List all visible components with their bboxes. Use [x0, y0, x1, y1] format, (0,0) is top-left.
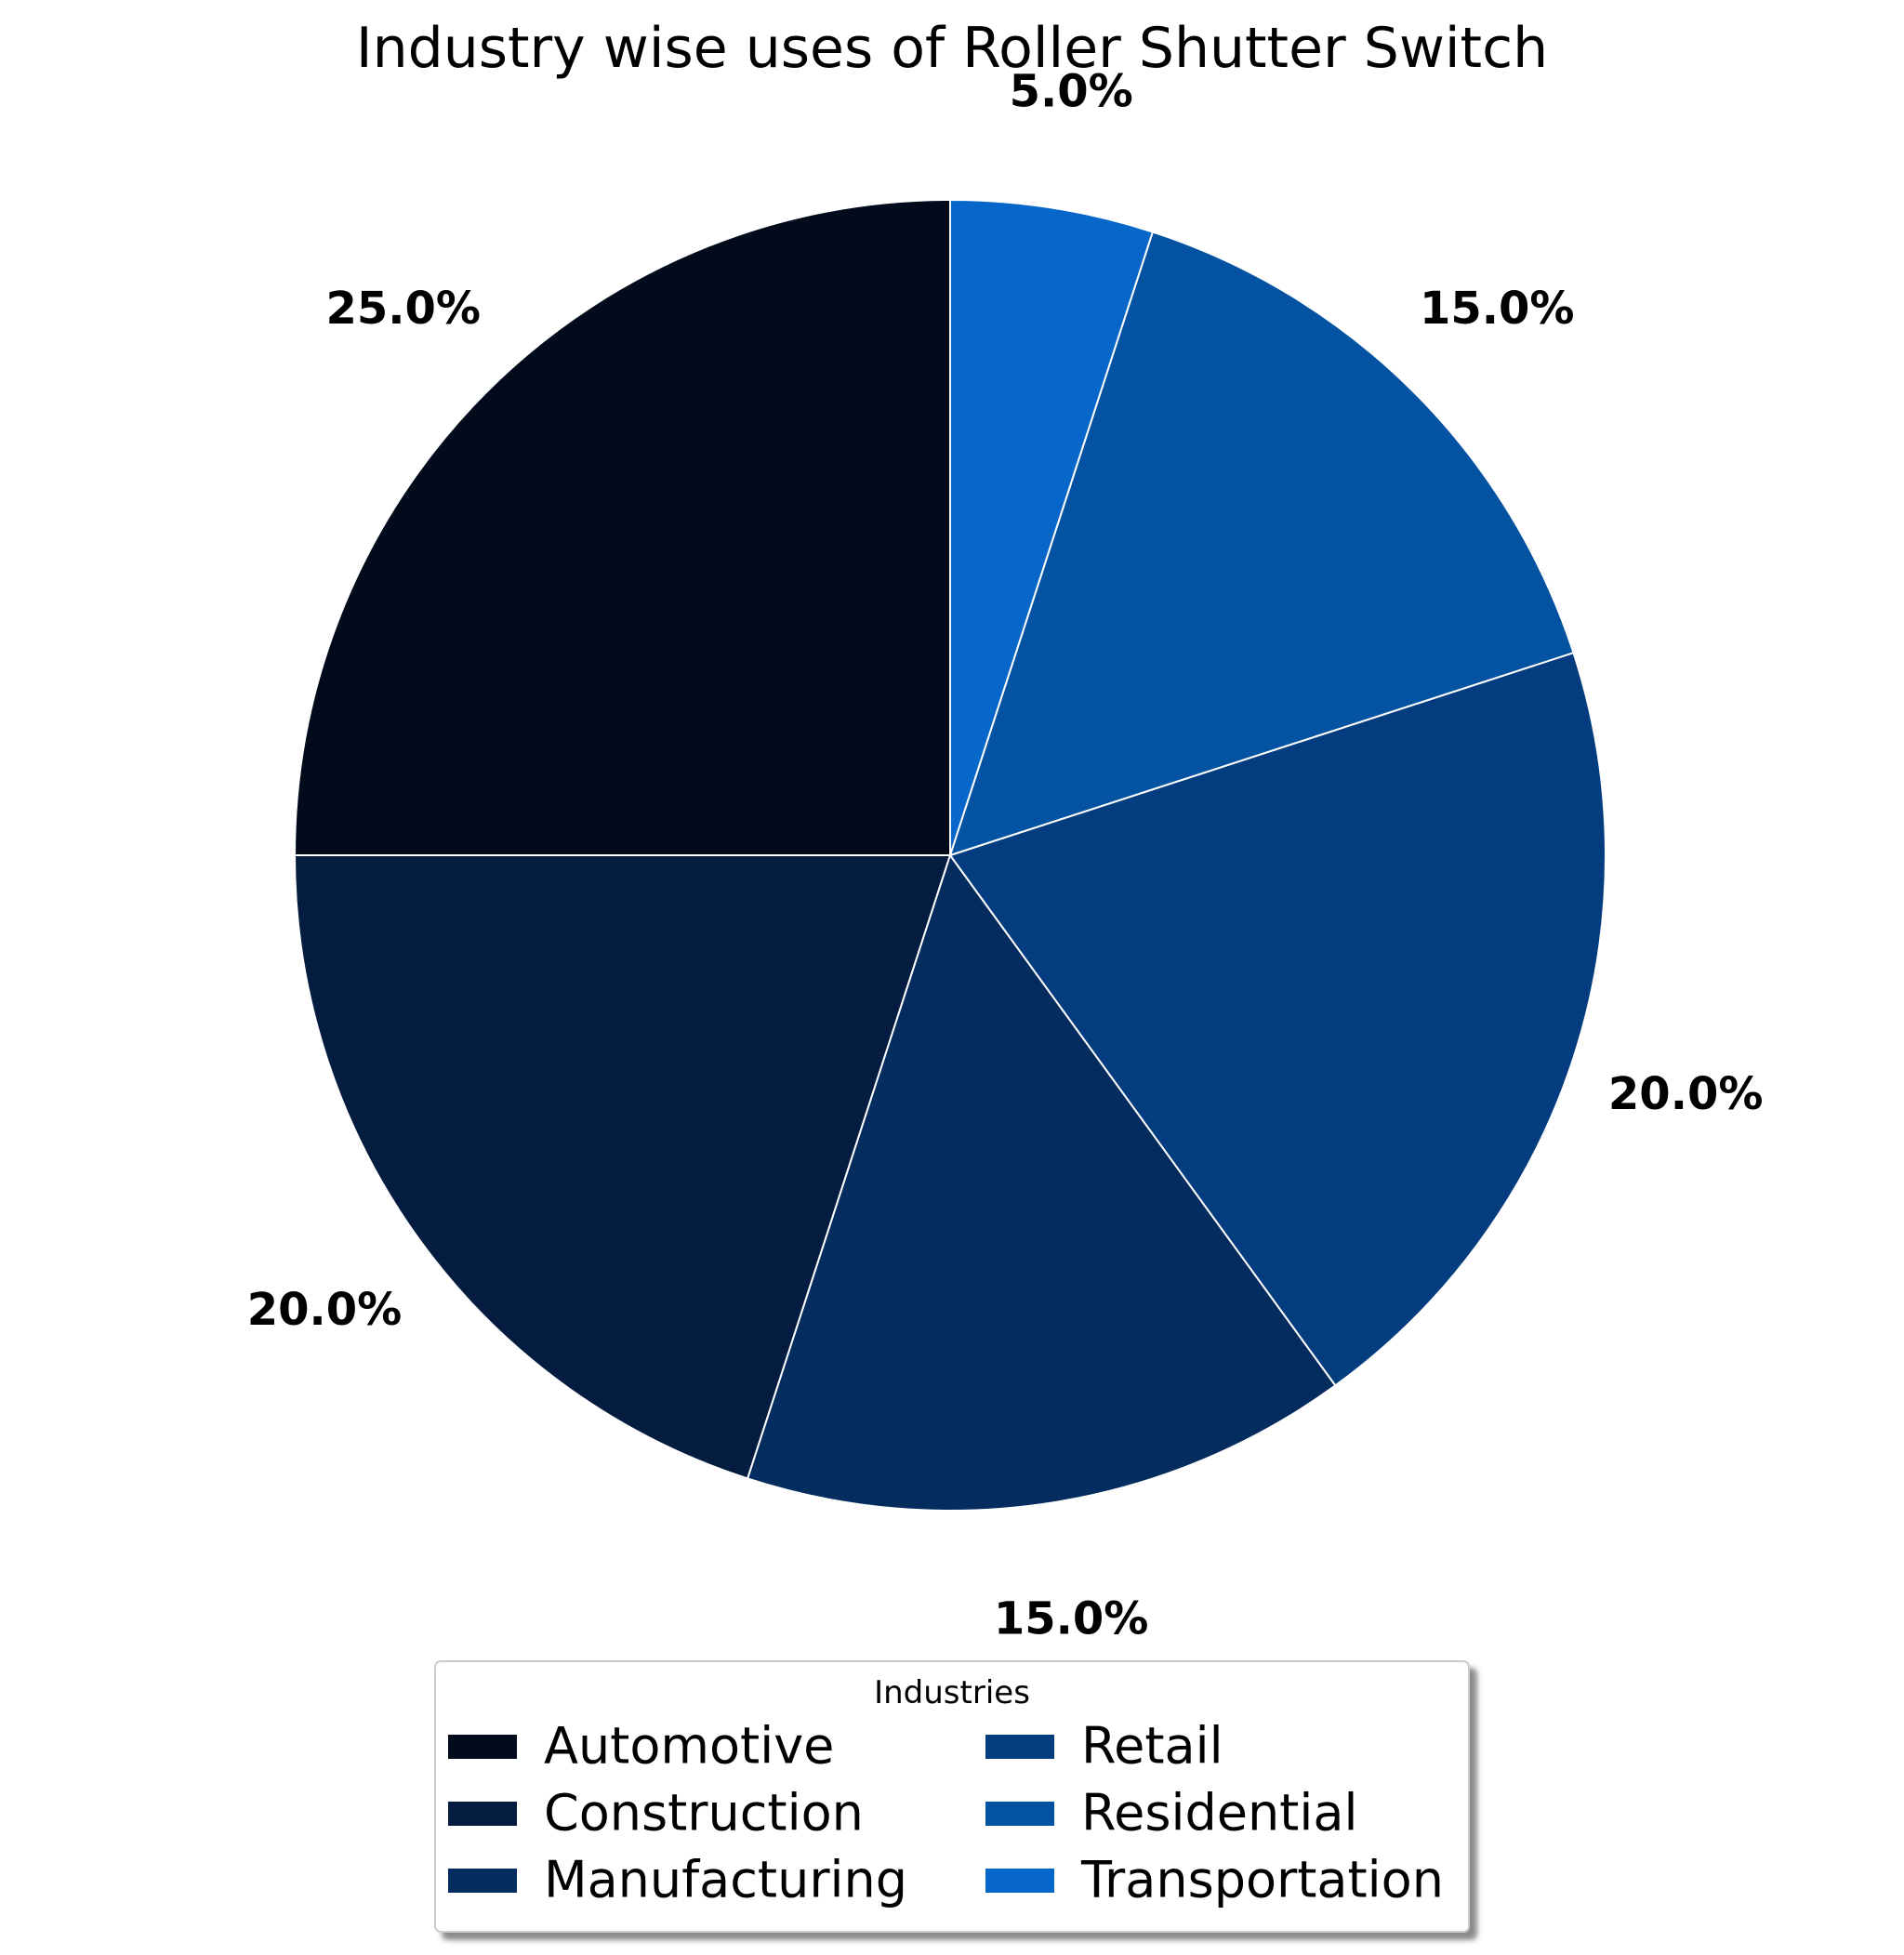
legend-swatch-manufacturing [448, 1869, 517, 1893]
legend-swatch-residential [985, 1802, 1054, 1826]
percent-label-construction: 20.0% [247, 1284, 403, 1336]
legend-items: Automotive Construction Manufacturing Retai… [448, 1717, 1444, 1909]
percent-labels: 25.0% 20.0% 15.0% 20.0% 15.0% 5.0% [247, 65, 1764, 1645]
percent-label-manufacturing: 15.0% [994, 1593, 1149, 1645]
legend: Industries Automotive Construction Manufac… [434, 1660, 1470, 1933]
legend-label-construction: Construction [544, 1784, 864, 1843]
percent-label-retail: 20.0% [1608, 1068, 1764, 1120]
legend-label-transportation: Transportation [1080, 1851, 1444, 1909]
legend-swatch-transportation [985, 1869, 1054, 1893]
slice-transportation [949, 198, 1155, 856]
slice-automotive [293, 198, 951, 856]
legend-box [434, 1660, 1470, 1933]
legend-title: Industries [874, 1674, 1030, 1711]
legend-swatch-construction [448, 1802, 517, 1826]
chart-title: Industry wise uses of Roller Shutter Swi… [356, 16, 1548, 81]
slice-construction [293, 854, 952, 1480]
slice-residential [948, 231, 1575, 857]
percent-label-residential: 15.0% [1420, 283, 1575, 335]
slice-manufacturing [746, 852, 1337, 1512]
legend-swatch-retail [985, 1735, 1054, 1759]
legend-label-retail: Retail [1081, 1717, 1223, 1776]
slice-retail [948, 651, 1606, 1387]
legend-label-automotive: Automotive [544, 1717, 834, 1776]
percent-label-transportation: 5.0% [1010, 65, 1133, 117]
pie-slices [293, 198, 1606, 1512]
legend-label-residential: Residential [1081, 1784, 1357, 1843]
percent-label-automotive: 25.0% [325, 283, 481, 335]
legend-swatch-automotive [448, 1735, 517, 1759]
legend-label-manufacturing: Manufacturing [544, 1851, 907, 1909]
